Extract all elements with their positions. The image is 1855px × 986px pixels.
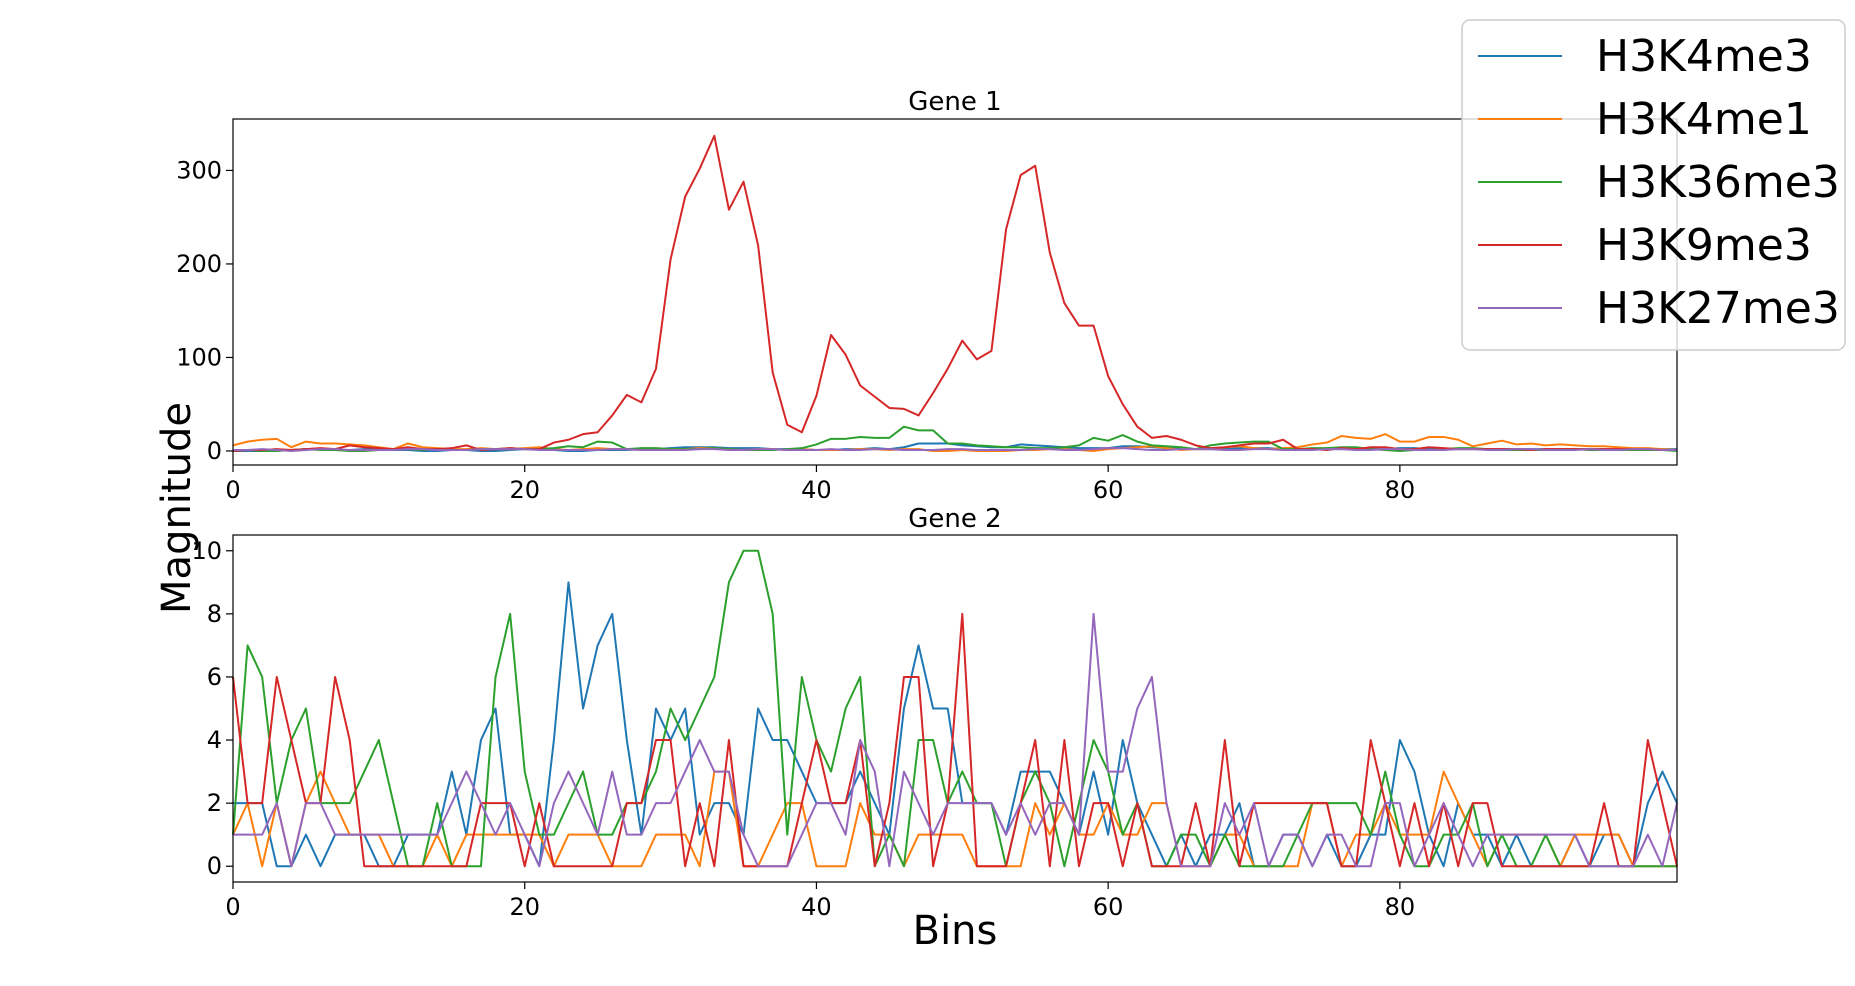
y-tick-label: 4 bbox=[207, 726, 222, 754]
x-tick-label: 40 bbox=[801, 476, 832, 504]
legend: H3K4me3 H3K4me1 H3K36me3 H3K9me3 H3K27me3 bbox=[1461, 19, 1846, 351]
panel-1-plot-area: 0 20 40 60 80 0 100 200 300 bbox=[176, 118, 1678, 504]
series-line-h3k9me3-panel-2 bbox=[232, 612, 1678, 868]
series-line-h3k36me3-panel-2 bbox=[232, 549, 1677, 868]
series-line-h3k27me3-panel-2 bbox=[233, 612, 1678, 868]
panel-2-frame bbox=[232, 534, 1678, 883]
panel-2-title: Gene 2 bbox=[908, 504, 1001, 534]
legend-label-h3k4me3: H3K4me3 bbox=[1596, 31, 1812, 82]
x-tick-label: 0 bbox=[225, 893, 240, 921]
series-line-h3k9me3-panel-1 bbox=[232, 134, 1677, 452]
y-tick-label: 100 bbox=[176, 343, 222, 371]
y-axis-label: Magnitude bbox=[154, 402, 200, 614]
x-axis-label: Bins bbox=[913, 908, 998, 954]
y-tick-label: 6 bbox=[207, 663, 222, 691]
series-line-h3k27me3-panel-1 bbox=[233, 447, 1677, 452]
panel-gene-1: Gene 1 0 20 40 60 80 0 100 200 300 bbox=[176, 87, 1678, 504]
panel-1-title: Gene 1 bbox=[908, 87, 1001, 117]
y-tick-label: 10 bbox=[191, 537, 222, 565]
x-tick-label: 40 bbox=[801, 893, 832, 921]
legend-label-h3k27me3: H3K27me3 bbox=[1596, 283, 1840, 334]
x-tick-label: 80 bbox=[1385, 893, 1416, 921]
x-tick-label: 60 bbox=[1093, 893, 1124, 921]
panel-gene-2: Gene 2 0 20 40 60 80 0 2 4 6 8 10 bbox=[191, 504, 1678, 921]
legend-label-h3k36me3: H3K36me3 bbox=[1596, 157, 1840, 208]
y-tick-label: 0 bbox=[207, 852, 222, 880]
x-tick-label: 20 bbox=[509, 893, 540, 921]
x-tick-label: 20 bbox=[509, 476, 540, 504]
y-tick-label: 0 bbox=[207, 437, 222, 465]
y-tick-label: 2 bbox=[207, 789, 222, 817]
y-tick-label: 200 bbox=[176, 250, 222, 278]
y-tick-label: 300 bbox=[176, 156, 222, 184]
panel-2-plot-area: 0 20 40 60 80 0 2 4 6 8 10 bbox=[191, 534, 1678, 921]
legend-label-h3k4me1: H3K4me1 bbox=[1596, 94, 1812, 145]
legend-label-h3k9me3: H3K9me3 bbox=[1596, 220, 1812, 271]
legend-box bbox=[1461, 19, 1846, 351]
x-tick-label: 60 bbox=[1093, 476, 1124, 504]
x-tick-label: 80 bbox=[1385, 476, 1416, 504]
y-tick-label: 8 bbox=[207, 600, 222, 628]
x-tick-label: 0 bbox=[225, 476, 240, 504]
